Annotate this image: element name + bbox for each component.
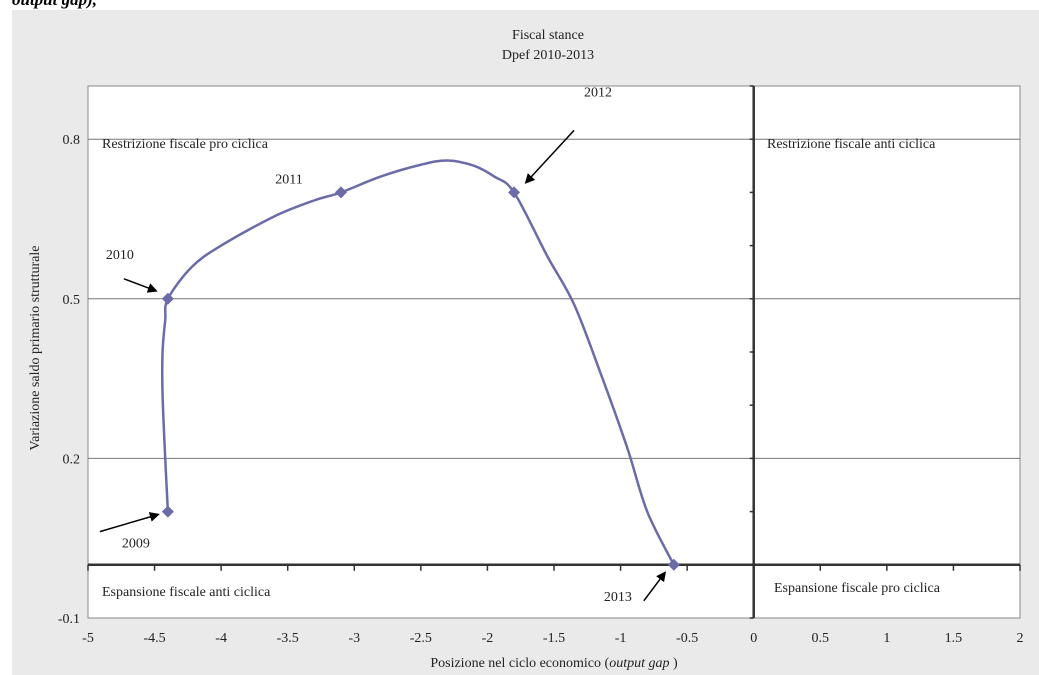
arrow-2010 (123, 278, 158, 293)
y-tick-label: -0.1 (58, 612, 80, 627)
x-axis-label-italic: output gap (609, 656, 669, 671)
x-axis-label: Posizione nel ciclo economico (output ga… (430, 656, 678, 671)
plot-area (87, 85, 1021, 619)
x-tick-label: 1.5 (945, 631, 963, 646)
x-tick-label: -3 (348, 631, 360, 646)
x-tick-label: -0.5 (676, 631, 698, 646)
y-tick-label: 0.5 (63, 293, 81, 308)
point-marker-2012 (508, 186, 521, 199)
chart-title: Fiscal stance (512, 28, 584, 43)
x-tick-label: -3.5 (277, 631, 299, 646)
top-caption: output gap), (12, 0, 97, 10)
x-axis-label-prefix: Posizione nel ciclo economico ( (430, 656, 609, 671)
arrow-2012 (524, 129, 575, 184)
point-label-2013: 2013 (604, 590, 632, 605)
quadrant-label-top-left: Restrizione fiscale pro ciclica (102, 137, 269, 152)
arrow-2013 (643, 571, 667, 602)
point-marker-2010 (161, 292, 174, 305)
annotation-arrows (99, 129, 667, 602)
y-tick-label: 0.2 (63, 452, 81, 467)
gridlines (88, 138, 1020, 459)
quadrant-label-bottom-right: Espansione fiscale pro ciclica (774, 581, 941, 596)
quadrant-labels: Restrizione fiscale pro ciclica Restrizi… (102, 137, 941, 600)
x-tick-label: -4.5 (143, 631, 165, 646)
axes (87, 85, 1021, 619)
point-marker-2011 (334, 186, 347, 199)
quadrant-label-bottom-left: Espansione fiscale anti ciclica (102, 585, 271, 600)
point-labels: 2009 2010 2011 2012 2013 (106, 85, 632, 604)
x-tick-label: -2.5 (410, 631, 432, 646)
point-label-2011: 2011 (275, 172, 302, 187)
point-marker-2013 (667, 558, 680, 571)
arrow-2009 (99, 512, 160, 533)
chart-area: Fiscal stance Dpef 2010-2013 Restrizione… (12, 10, 1039, 675)
x-tick-label: 0.5 (812, 631, 830, 646)
x-tick-label: -1.5 (543, 631, 565, 646)
x-tick-label: 1 (883, 631, 890, 646)
x-tick-label: 2 (1017, 631, 1024, 646)
point-label-2012: 2012 (584, 85, 612, 100)
series-line (160, 159, 675, 566)
x-tick-label: -1 (615, 631, 627, 646)
y-axis-label: Variazione saldo primario strutturale (28, 246, 43, 451)
point-label-2010: 2010 (106, 248, 134, 263)
quadrant-label-top-right: Restrizione fiscale anti ciclica (767, 137, 936, 152)
y-tick-label: 0.8 (63, 133, 81, 148)
series-fiscal-stance (160, 159, 680, 571)
x-axis-label-suffix: ) (669, 656, 678, 671)
x-tick-label: -5 (82, 631, 94, 646)
x-tick-label: -4 (215, 631, 227, 646)
x-tick-label: -2 (482, 631, 494, 646)
point-marker-2009 (161, 505, 174, 518)
x-tick-label: 0 (750, 631, 757, 646)
chart-subtitle: Dpef 2010-2013 (502, 48, 594, 63)
point-label-2009: 2009 (122, 537, 150, 552)
fiscal-stance-chart: Fiscal stance Dpef 2010-2013 Restrizione… (28, 28, 1024, 671)
